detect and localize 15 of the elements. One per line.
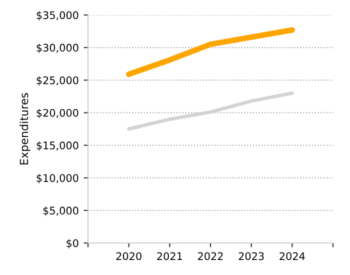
x-tick-label: 2021 xyxy=(157,252,182,260)
y-tick-label: $20,000 xyxy=(36,108,78,118)
x-tick-label: 2023 xyxy=(238,252,264,260)
y-tick-label: $0 xyxy=(66,239,78,248)
x-tick-label: 2022 xyxy=(198,252,223,260)
y-tick-label: $10,000 xyxy=(36,174,78,184)
y-tick-label: $25,000 xyxy=(36,76,78,86)
y-axis-title: Expenditures xyxy=(20,93,30,164)
y-tick-label: $35,000 xyxy=(36,11,78,20)
y-tick-label: $15,000 xyxy=(36,141,78,151)
x-tick-label: 2020 xyxy=(116,252,142,260)
y-tick-label: $5,000 xyxy=(43,206,78,216)
y-tick-label: $30,000 xyxy=(36,44,78,54)
x-tick-label: 2024 xyxy=(280,252,305,260)
line-series xyxy=(127,91,294,131)
